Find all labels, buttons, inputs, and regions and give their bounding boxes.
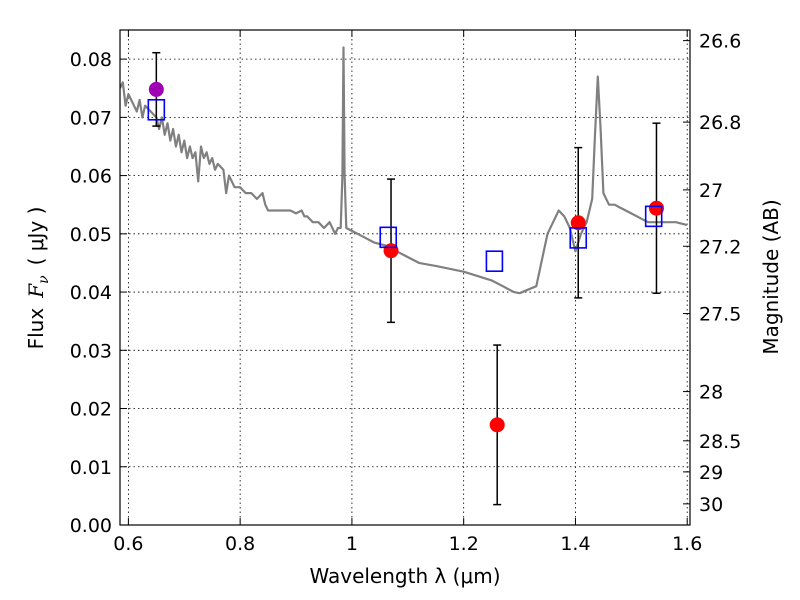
- y-tick-label: 0.03: [70, 340, 112, 362]
- y2-tick-label: 30: [699, 494, 723, 516]
- y-tick-label: 0.05: [70, 224, 112, 246]
- y-axis-title-symbol: F: [24, 283, 48, 299]
- grid-layer: [120, 30, 690, 526]
- data-point: [570, 215, 586, 231]
- data-point: [648, 200, 664, 216]
- y2-tick-label: 28: [699, 382, 723, 404]
- synthetic-photometry-point: [379, 226, 398, 249]
- y-tick-label: 0.06: [70, 166, 112, 188]
- synthetic-photometry-point: [569, 227, 588, 249]
- y2-axis-title: Magnitude (AB): [759, 199, 783, 354]
- y-tick-label: 0.07: [70, 107, 112, 129]
- ticks-layer: 0.6 0.8 1 1.2 1.4 1.6 0.00 0.01 0.02 0.03 0.04 0.05…: [70, 30, 741, 555]
- x-tick-label: 1: [346, 533, 358, 555]
- y-tick-label: 0.00: [70, 515, 112, 537]
- points-layer: [147, 51, 664, 506]
- x-tick-label: 1.4: [560, 533, 590, 555]
- y2-tick-label: 26.6: [699, 31, 741, 53]
- data-point: [148, 81, 164, 97]
- y-axis-title-unit: ( μJy ): [24, 207, 48, 266]
- y2-tick-label: 27: [699, 180, 723, 202]
- synthetic-photometry-point: [485, 250, 504, 272]
- y-tick-label: 0.04: [70, 282, 112, 304]
- y-axis-title: Flux Fν ( μJy ): [24, 207, 52, 350]
- x-axis-title: Wavelength λ (μm): [309, 564, 500, 588]
- x-tick-label: 1.2: [449, 533, 479, 555]
- x-tick-label: 0.8: [225, 533, 255, 555]
- data-point: [489, 417, 505, 433]
- y2-tick-label: 29: [699, 462, 723, 484]
- y2-tick-label: 26.8: [699, 112, 741, 134]
- y-axis-title-prefix: Flux: [24, 308, 48, 350]
- y2-tick-label: 28.5: [699, 431, 741, 453]
- x-tick-label: 0.6: [113, 533, 143, 555]
- y2-tick-label: 27.2: [699, 236, 741, 258]
- y-tick-label: 0.08: [70, 49, 112, 71]
- plot-frame: [119, 29, 691, 526]
- synthetic-photometry-point: [644, 205, 663, 228]
- y2-tick-label: 27.5: [699, 304, 741, 326]
- y-tick-label: 0.02: [70, 399, 112, 421]
- y-tick-label: 0.01: [70, 457, 112, 479]
- x-tick-label: 1.6: [672, 533, 702, 555]
- y-axis-title-subscript: ν: [36, 275, 52, 284]
- synthetic-photometry-point: [147, 98, 166, 121]
